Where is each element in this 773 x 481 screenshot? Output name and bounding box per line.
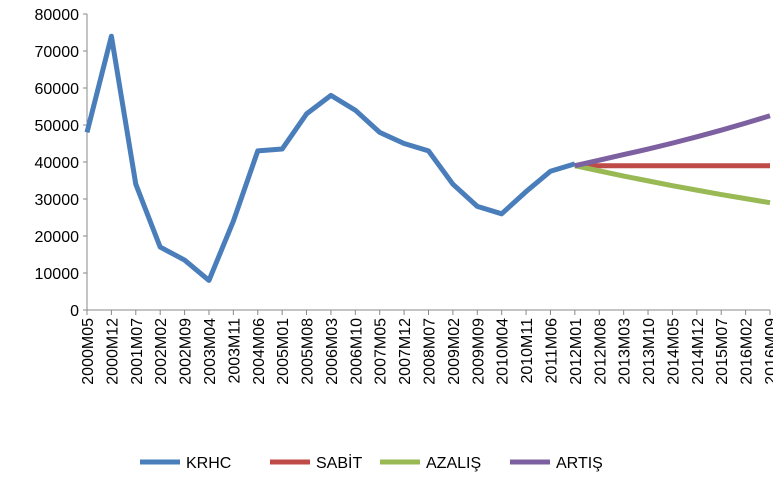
x-tick-label: 2009M09 xyxy=(470,318,487,385)
x-tick-label: 2015M07 xyxy=(714,318,731,385)
y-tick-label: 30000 xyxy=(35,192,80,209)
x-tick-label: 2006M10 xyxy=(348,318,365,385)
y-tick-label: 60000 xyxy=(35,81,80,98)
x-tick-label: 2002M09 xyxy=(178,318,195,385)
x-tick-label: 2014M05 xyxy=(665,318,682,385)
y-tick-label: 70000 xyxy=(35,44,80,61)
x-tick-label: 2014M12 xyxy=(690,318,707,385)
x-tick-label: 2007M12 xyxy=(397,318,414,385)
x-tick-label: 2016M09 xyxy=(763,318,773,385)
y-tick-label: 50000 xyxy=(35,118,80,135)
series-line xyxy=(84,33,576,283)
series-line xyxy=(574,163,771,206)
legend-label: AZALIŞ xyxy=(426,455,481,472)
x-tick-label: 2011M06 xyxy=(543,318,560,384)
legend-label: SABİT xyxy=(316,453,362,472)
x-tick-label: 2000M05 xyxy=(80,318,97,385)
x-tick-label: 2006M03 xyxy=(324,318,341,385)
x-tick-label: 2009M02 xyxy=(446,318,463,385)
x-tick-label: 2012M01 xyxy=(568,318,585,385)
y-tick-label: 20000 xyxy=(35,229,80,246)
legend-label: ARTIŞ xyxy=(556,455,603,472)
x-tick-label: 2003M04 xyxy=(202,318,219,385)
x-tick-label: 2010M11 xyxy=(519,318,536,384)
x-tick-label: 2008M07 xyxy=(422,318,439,385)
x-tick-label: 2016M02 xyxy=(739,318,756,385)
x-tick-label: 2013M03 xyxy=(617,318,634,385)
x-tick-label: 2010M04 xyxy=(495,318,512,385)
x-tick-label: 2003M11 xyxy=(226,318,243,384)
y-tick-label: 0 xyxy=(70,303,79,320)
y-tick-label: 10000 xyxy=(35,266,80,283)
x-tick-label: 2012M08 xyxy=(592,318,609,385)
y-tick-label: 40000 xyxy=(35,155,80,172)
x-tick-label: 2005M01 xyxy=(275,318,292,385)
x-tick-label: 2005M08 xyxy=(300,318,317,385)
x-tick-label: 2013M10 xyxy=(641,318,658,385)
x-tick-label: 2002M02 xyxy=(153,318,170,385)
legend-label: KRHC xyxy=(186,455,231,472)
x-tick-label: 2001M07 xyxy=(129,318,146,385)
x-tick-label: 2007M05 xyxy=(373,318,390,385)
series-line xyxy=(574,113,771,169)
y-tick-label: 80000 xyxy=(35,7,80,24)
x-tick-label: 2004M06 xyxy=(251,318,268,385)
x-tick-label: 2000M12 xyxy=(104,318,121,385)
